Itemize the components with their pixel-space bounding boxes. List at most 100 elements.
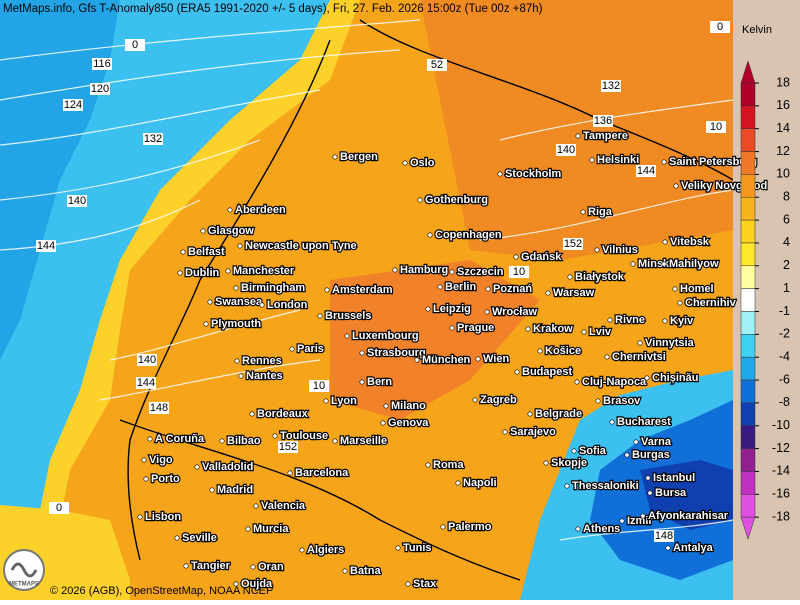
contour-label-bg bbox=[654, 530, 674, 542]
cold-area bbox=[640, 460, 733, 530]
city-label: Tunis bbox=[403, 542, 432, 554]
city-dot bbox=[147, 436, 153, 442]
city-label: Izmir bbox=[627, 515, 653, 527]
city-label: Thessaloniki bbox=[572, 480, 639, 492]
city-label: Wien bbox=[483, 353, 509, 365]
city-dot bbox=[427, 232, 433, 238]
legend-tick-label: 1 bbox=[783, 281, 790, 295]
city-label: Lviv bbox=[589, 326, 612, 338]
legend-tick-label: -16 bbox=[772, 487, 790, 501]
logo-text: METMAPS bbox=[9, 582, 39, 588]
city-dot bbox=[575, 526, 581, 532]
city-label: Poznań bbox=[493, 283, 532, 295]
city-label: London bbox=[267, 299, 308, 311]
city-label: Budapest bbox=[522, 366, 572, 378]
city-label: Varna bbox=[641, 436, 672, 448]
legend-swatch bbox=[740, 265, 756, 289]
legend-swatch bbox=[740, 494, 756, 518]
city-label: Amsterdam bbox=[332, 284, 393, 296]
city-dot bbox=[502, 429, 508, 435]
city-dot bbox=[647, 490, 653, 496]
contour-label: 140 bbox=[557, 144, 575, 156]
contour-label: 0 bbox=[132, 39, 138, 51]
city-label: München bbox=[422, 354, 471, 366]
legend-swatch bbox=[740, 288, 756, 312]
city-label: Oujda bbox=[241, 578, 273, 590]
legend-swatch bbox=[740, 82, 756, 107]
city-label: Napoli bbox=[463, 477, 497, 489]
city-label: Porto bbox=[151, 473, 180, 485]
city-label: Oslo bbox=[410, 157, 435, 169]
city-dot bbox=[234, 358, 240, 364]
city-label: Brussels bbox=[325, 310, 371, 322]
city-label: Copenhagen bbox=[435, 229, 502, 241]
city-dot bbox=[253, 503, 259, 509]
city-label: Helsinki bbox=[597, 154, 639, 166]
city-dot bbox=[233, 285, 239, 291]
contour-label-bg bbox=[556, 144, 576, 156]
legend-arrow bbox=[740, 60, 756, 84]
city-dot bbox=[209, 487, 215, 493]
legend-tick-label: -14 bbox=[772, 464, 790, 478]
legend-tick-label: -10 bbox=[772, 418, 790, 432]
contour-label: 140 bbox=[68, 195, 86, 207]
city-dot bbox=[574, 379, 580, 385]
city-label: Rennes bbox=[242, 355, 282, 367]
city-dot bbox=[180, 249, 186, 255]
city-dot bbox=[475, 356, 481, 362]
legend-tick-label: -12 bbox=[772, 441, 790, 455]
contour-label: 152 bbox=[279, 441, 297, 453]
contour-label-bg bbox=[509, 266, 529, 278]
city-dot bbox=[359, 379, 365, 385]
contour-label-bg bbox=[601, 80, 621, 92]
city-label: Gothenburg bbox=[425, 194, 488, 206]
city-dot bbox=[359, 350, 365, 356]
contour-label: 152 bbox=[564, 238, 582, 250]
city-label: Manchester bbox=[233, 265, 295, 277]
city-label: Nantes bbox=[246, 370, 283, 382]
contour-label-bg bbox=[278, 441, 298, 453]
city-label: Tangier bbox=[191, 560, 231, 572]
legend-swatch bbox=[740, 402, 756, 426]
city-dot bbox=[183, 563, 189, 569]
legend-swatch bbox=[740, 105, 756, 129]
city-dot bbox=[425, 306, 431, 312]
legend-tick-label: 10 bbox=[776, 167, 790, 181]
city-dot bbox=[645, 475, 651, 481]
legend-tick-label: 12 bbox=[776, 144, 790, 158]
city-dot bbox=[405, 581, 411, 587]
city-label: Palermo bbox=[448, 521, 492, 533]
contour-label-bg bbox=[149, 402, 169, 414]
city-label: Milano bbox=[391, 400, 426, 412]
city-dot bbox=[644, 375, 650, 381]
city-label: Vilnius bbox=[602, 244, 638, 256]
contour-label: 148 bbox=[150, 402, 168, 414]
city-label: Sofia bbox=[579, 445, 607, 457]
warm-area bbox=[420, 0, 733, 260]
city-label: Szczecin bbox=[457, 266, 504, 278]
city-label: Strasbourg bbox=[367, 347, 426, 359]
legend-unit: Kelvin bbox=[742, 24, 772, 36]
city-dot bbox=[143, 476, 149, 482]
legend-swatch bbox=[740, 334, 756, 358]
contour-label: 132 bbox=[602, 80, 620, 92]
legend-tick-label: -18 bbox=[772, 509, 790, 523]
city-label: Burgas bbox=[632, 449, 670, 461]
city-dot bbox=[537, 348, 543, 354]
legend-tick-label: 2 bbox=[783, 258, 790, 272]
city-label: Chișinău bbox=[652, 372, 698, 384]
city-dot bbox=[594, 247, 600, 253]
contour-label: 120 bbox=[91, 83, 109, 95]
city-dot bbox=[174, 535, 180, 541]
credit: © 2026 (AGB), OpenStreetMap, NOAA NCEP bbox=[50, 585, 273, 597]
city-dot bbox=[332, 438, 338, 444]
city-dot bbox=[344, 333, 350, 339]
city-label: Vitebsk bbox=[670, 236, 710, 248]
city-label: Homel bbox=[680, 283, 714, 295]
city-label: Riga bbox=[588, 206, 613, 218]
city-label: A Coruña bbox=[155, 433, 205, 445]
city-dot bbox=[665, 545, 671, 551]
city-label: Belgrade bbox=[535, 408, 582, 420]
legend-swatch bbox=[740, 356, 756, 381]
city-label: Batna bbox=[350, 565, 381, 577]
